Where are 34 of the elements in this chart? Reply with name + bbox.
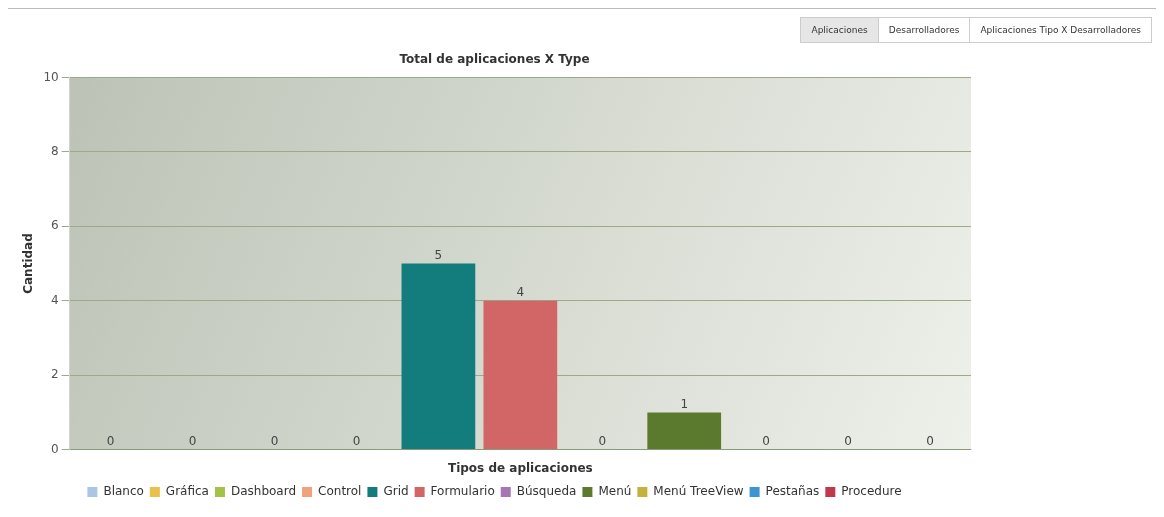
data-label: 0 — [106, 433, 115, 448]
data-label: 0 — [188, 433, 197, 448]
text: Aplicaciones — [800, 17, 879, 43]
data-label: 1 — [680, 396, 689, 411]
text: Desarrolladores — [877, 17, 971, 43]
data-label: 0 — [844, 433, 852, 448]
data-label: 4 — [516, 284, 525, 299]
legend-label: Pestañas — [765, 484, 820, 499]
data-label: 0 — [598, 433, 607, 448]
x-axis-title: Tipos de aplicaciones — [447, 460, 593, 475]
legend-label: Gráfica — [165, 484, 209, 499]
y-axis-title: Cantidad — [21, 233, 36, 294]
legend-label: Procedure — [841, 484, 902, 499]
legend-label: Menú TreeView — [653, 484, 744, 499]
legend-label: Dashboard — [230, 484, 297, 499]
text: Aplicaciones Tipo X Desarrolladores — [969, 17, 1152, 43]
y-tick-label: 0 — [51, 441, 59, 456]
data-label: 0 — [926, 433, 934, 448]
y-tick-label: 6 — [51, 218, 59, 233]
data-label: 0 — [762, 433, 770, 448]
data-label: 0 — [270, 433, 279, 448]
y-tick-label: 10 — [43, 69, 59, 84]
data-label: 0 — [352, 433, 361, 448]
legend-label: Menú — [598, 484, 632, 499]
y-tick-label: 2 — [51, 367, 59, 382]
legend-label: Blanco — [103, 484, 144, 499]
y-tick-label: 4 — [51, 292, 59, 307]
legend-label: Búsqueda — [516, 484, 577, 499]
data-label: 5 — [434, 247, 443, 262]
legend-label: Formulario — [430, 484, 495, 499]
legend-label: Grid — [383, 484, 409, 499]
legend-label: Control — [318, 484, 362, 499]
y-tick-label: 8 — [51, 143, 59, 158]
chart-title: Total de aplicaciones X Type — [399, 52, 590, 67]
